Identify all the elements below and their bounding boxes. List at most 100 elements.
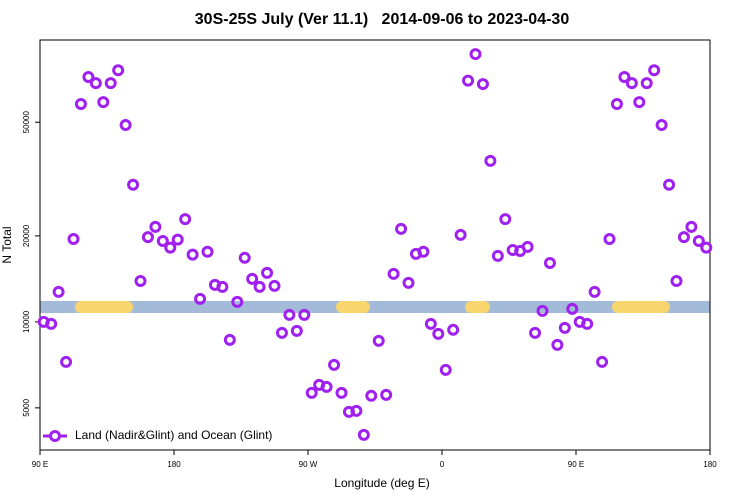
data-point — [610, 98, 623, 111]
chart-title: 30S-25S July (Ver 11.1) 2014-09-06 to 20… — [195, 11, 570, 28]
data-point — [97, 96, 110, 109]
data-point — [625, 77, 638, 90]
y-tick-label: 10000 — [22, 310, 31, 333]
data-point — [484, 154, 497, 167]
data-point — [402, 276, 415, 289]
data-point — [52, 285, 65, 298]
data-point — [320, 380, 333, 393]
data-point — [529, 326, 542, 339]
data-point — [365, 389, 378, 402]
data-point — [447, 323, 460, 336]
data-point — [67, 233, 80, 246]
land-band — [336, 301, 370, 313]
data-point — [283, 308, 296, 321]
data-point — [372, 334, 385, 347]
data-point — [543, 256, 556, 269]
data-point — [491, 249, 504, 262]
x-tick-label: 180 — [167, 460, 181, 469]
data-point — [432, 327, 445, 340]
data-point — [648, 64, 661, 77]
data-point — [462, 74, 475, 87]
x-tick-label: 180 — [703, 460, 717, 469]
data-point — [164, 241, 177, 254]
data-point — [104, 77, 117, 90]
data-point — [275, 326, 288, 339]
data-point — [194, 292, 207, 305]
x-axis-label: Longitude (deg E) — [334, 476, 429, 490]
data-point — [156, 234, 169, 247]
data-point — [238, 251, 251, 264]
data-point — [134, 275, 147, 288]
data-point — [521, 240, 534, 253]
data-point — [127, 178, 140, 191]
data-point — [387, 267, 400, 280]
data-point — [305, 386, 318, 399]
data-point — [417, 245, 430, 258]
data-point — [45, 317, 58, 330]
data-point — [201, 245, 214, 258]
data-point — [89, 77, 102, 90]
data-point — [596, 355, 609, 368]
y-tick-label: 50000 — [22, 111, 31, 134]
data-point — [670, 275, 683, 288]
data-point — [253, 280, 266, 293]
data-point — [700, 241, 713, 254]
data-point — [149, 220, 162, 233]
data-point — [74, 98, 87, 111]
data-point — [171, 233, 184, 246]
x-tick-label: 0 — [440, 460, 445, 469]
legend-label: Land (Nadir&Glint) and Ocean (Glint) — [75, 428, 272, 442]
legend-marker — [49, 430, 61, 442]
data-point — [216, 280, 229, 293]
data-point — [685, 220, 698, 233]
x-tick-label: 90 W — [299, 460, 318, 469]
data-point — [588, 285, 601, 298]
data-point — [350, 404, 363, 417]
x-tick-label: 90 E — [32, 460, 48, 469]
data-point — [179, 213, 192, 226]
data-point — [439, 363, 452, 376]
data-point — [290, 324, 303, 337]
data-point — [476, 78, 489, 91]
data-point — [454, 228, 467, 241]
data-point — [692, 234, 705, 247]
data-point — [82, 70, 95, 83]
land-band — [612, 301, 670, 313]
data-point — [663, 178, 676, 191]
data-point — [566, 302, 579, 315]
data-point — [677, 231, 690, 244]
data-point — [246, 272, 259, 285]
y-axis-label: N Total — [0, 226, 14, 263]
data-point — [261, 266, 274, 279]
data-point — [141, 231, 154, 244]
data-point — [551, 338, 564, 351]
data-point — [231, 295, 244, 308]
data-point — [298, 308, 311, 321]
data-point — [618, 70, 631, 83]
data-point — [558, 321, 571, 334]
data-point — [268, 279, 281, 292]
data-point — [499, 213, 512, 226]
land-band — [465, 301, 490, 313]
data-point — [60, 355, 73, 368]
data-point — [380, 388, 393, 401]
data-point — [603, 233, 616, 246]
y-tick-label: 5000 — [22, 398, 31, 416]
land-band — [75, 301, 133, 313]
data-point — [186, 248, 199, 261]
data-point — [112, 64, 125, 77]
data-point — [655, 118, 668, 131]
x-tick-label: 90 E — [568, 460, 584, 469]
data-point — [395, 222, 408, 235]
data-point — [357, 428, 370, 441]
data-point — [536, 304, 549, 317]
data-point — [335, 386, 348, 399]
data-point — [119, 118, 132, 131]
data-point — [640, 77, 653, 90]
data-point — [469, 48, 482, 61]
data-point — [223, 333, 236, 346]
data-point — [581, 317, 594, 330]
surface-band — [40, 301, 710, 313]
ocean-band — [40, 301, 710, 313]
